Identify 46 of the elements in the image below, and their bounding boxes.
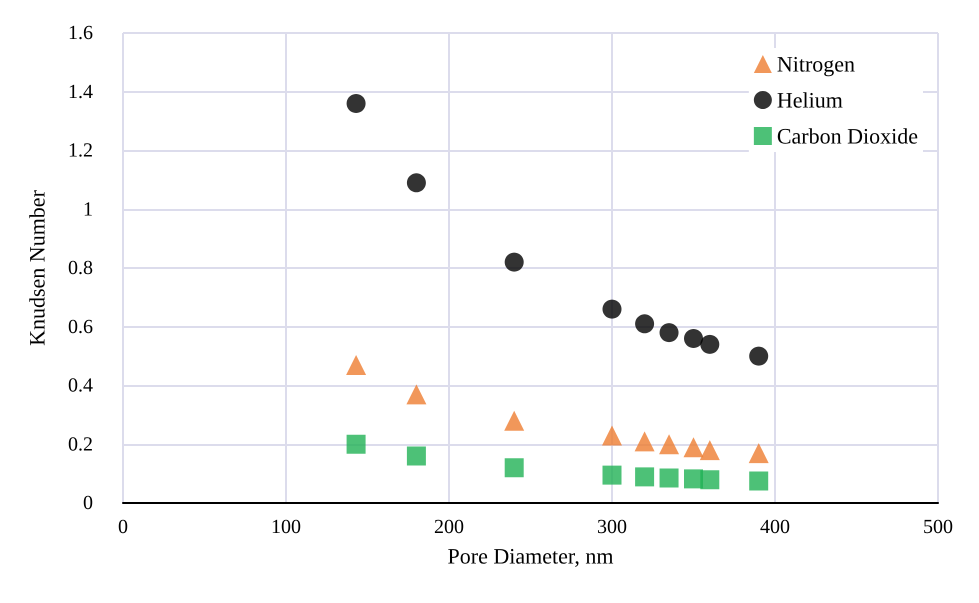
point: [684, 437, 704, 458]
legend-label: Nitrogen: [776, 52, 856, 76]
point: [346, 434, 366, 454]
y-tick-label: 1: [83, 198, 93, 220]
point: [660, 468, 679, 488]
point: [748, 443, 769, 464]
point: [406, 384, 426, 404]
point: [504, 458, 524, 478]
point: [602, 425, 622, 446]
y-tick-label: 0.4: [68, 374, 93, 396]
y-tick-label: 0.2: [68, 433, 93, 456]
y-tick-label: 1.4: [68, 80, 93, 103]
point: [635, 314, 654, 334]
y-tick-label: 1.2: [68, 140, 93, 162]
y-tick-label: 0: [83, 492, 93, 514]
point: [504, 252, 524, 272]
point: [406, 173, 426, 192]
y-tick-label: 0.8: [68, 257, 93, 279]
point: [602, 300, 622, 319]
x-tick-label: 200: [434, 516, 464, 538]
point: [660, 323, 679, 342]
point: [602, 466, 622, 485]
legend-label: Helium: [776, 88, 843, 112]
x-tick-label: 100: [271, 516, 301, 538]
x-tick-label: 500: [923, 516, 953, 538]
point: [504, 410, 524, 431]
point: [749, 471, 768, 490]
legend-label: Carbon Dioxide: [776, 124, 918, 148]
point: [406, 446, 426, 466]
x-tick-label: 300: [597, 516, 627, 538]
x-axis-title: Pore Diameter, nm: [448, 544, 614, 568]
y-axis-title: Knudsen Number: [24, 189, 50, 346]
point: [634, 431, 655, 452]
point: [700, 440, 720, 460]
x-tick-label: 400: [760, 516, 790, 538]
x-tick-label: 0: [118, 516, 128, 538]
point: [749, 346, 768, 366]
point: [346, 354, 366, 375]
point: [635, 467, 654, 486]
point: [659, 434, 680, 454]
y-tick-label: 0.6: [68, 316, 93, 338]
point: [346, 94, 366, 113]
point: [684, 329, 703, 348]
point: [700, 470, 720, 490]
point: [700, 334, 720, 354]
y-tick-label: 1.6: [68, 22, 93, 44]
